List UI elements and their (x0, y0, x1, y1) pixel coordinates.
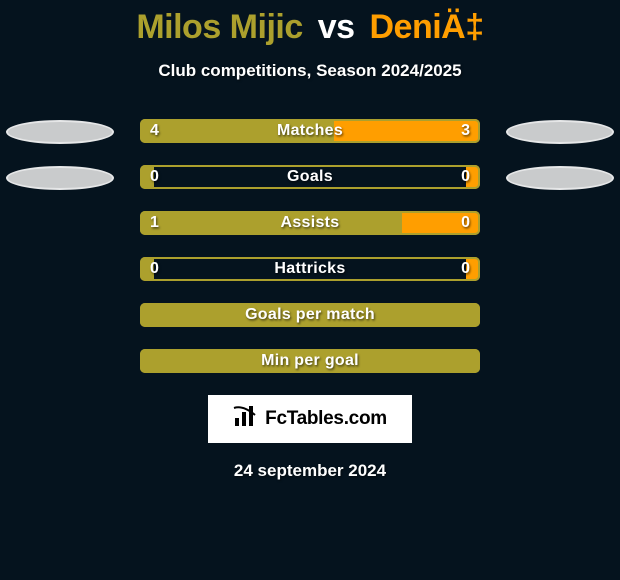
player1-indicator-pill (6, 166, 114, 190)
fctables-logo[interactable]: FcTables.com (208, 395, 412, 443)
player2-indicator-pill (506, 120, 614, 144)
player1-name: Milos Mijic (136, 8, 302, 46)
stat-row: Min per goal (0, 349, 620, 375)
stat-bar: Goals per match (140, 303, 480, 327)
player2-indicator-pill (506, 166, 614, 190)
player2-value: 3 (461, 119, 470, 143)
player1-value: 0 (150, 165, 159, 189)
stat-label: Goals per match (140, 303, 480, 327)
title: Milos Mijic vs DeniÄ‡ (0, 0, 620, 47)
stat-bar: Min per goal (140, 349, 480, 373)
stat-label: Matches (140, 119, 480, 143)
bar-chart-icon (233, 406, 259, 433)
vs-separator: vs (318, 8, 355, 46)
player1-value: 1 (150, 211, 159, 235)
stat-rows: Matches43Goals00Assists10Hattricks00Goal… (0, 119, 620, 375)
stat-row: Goals per match (0, 303, 620, 329)
subtitle: Club competitions, Season 2024/2025 (0, 61, 620, 81)
player2-name: DeniÄ‡ (370, 8, 484, 46)
stat-label: Assists (140, 211, 480, 235)
player1-indicator-pill (6, 120, 114, 144)
date: 24 september 2024 (0, 461, 620, 481)
stat-row: Goals0 0 (0, 165, 620, 191)
stat-bar: Assists1 0 (140, 211, 480, 235)
stat-label: Hattricks (140, 257, 480, 281)
player2-value: 0 (461, 211, 470, 235)
stat-label: Goals (140, 165, 480, 189)
logo-text: FcTables.com (265, 408, 387, 430)
stat-bar: Goals0 0 (140, 165, 480, 189)
comparison-card: Milos Mijic vs DeniÄ‡ Club competitions,… (0, 0, 620, 580)
player1-value: 0 (150, 257, 159, 281)
player1-value: 4 (150, 119, 159, 143)
stat-row: Hattricks0 0 (0, 257, 620, 283)
stat-row: Assists1 0 (0, 211, 620, 237)
stat-bar: Hattricks0 0 (140, 257, 480, 281)
stat-row: Matches4 3 (0, 119, 620, 145)
player2-value: 0 (461, 257, 470, 281)
stat-label: Min per goal (140, 349, 480, 373)
player2-value: 0 (461, 165, 470, 189)
stat-bar: Matches4 3 (140, 119, 480, 143)
